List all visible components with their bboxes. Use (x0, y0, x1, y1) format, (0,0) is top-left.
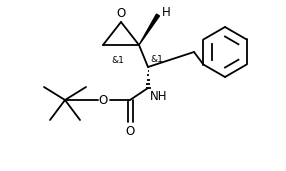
Text: O: O (125, 125, 135, 138)
Text: O: O (99, 94, 108, 107)
Text: O: O (116, 7, 126, 20)
Text: &1: &1 (112, 56, 124, 65)
Text: NH: NH (150, 90, 168, 103)
Polygon shape (139, 14, 160, 45)
Text: H: H (162, 6, 171, 19)
Text: &1: &1 (150, 55, 163, 64)
